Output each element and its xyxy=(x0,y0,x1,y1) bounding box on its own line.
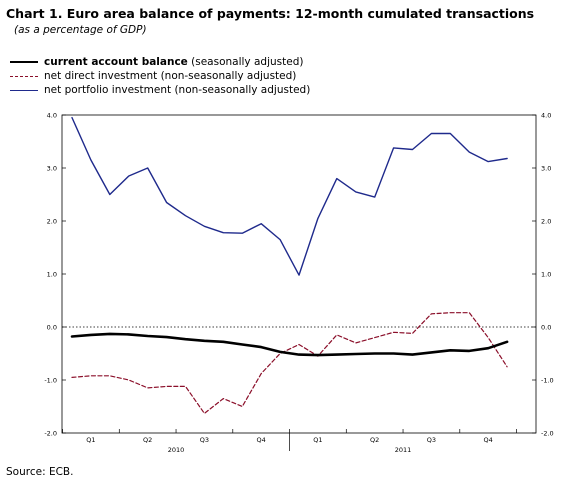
legend-item-portfolio-investment: net portfolio investment (non-seasonally… xyxy=(10,83,310,97)
y-tick-label: -1.0 xyxy=(44,377,57,385)
chart-title: Chart 1. Euro area balance of payments: … xyxy=(6,6,535,21)
legend: current account balance (seasonally adju… xyxy=(10,55,310,97)
legend-item-current-account: current account balance (seasonally adju… xyxy=(10,55,310,69)
y-tick-label: -2.0 xyxy=(541,430,554,438)
year-label: 2011 xyxy=(395,446,412,454)
year-label: 2010 xyxy=(168,446,185,454)
x-tick-label: Q1 xyxy=(313,436,322,444)
x-tick-label: Q2 xyxy=(370,436,379,444)
legend-swatch-current-account xyxy=(10,61,38,63)
y-tick-label: 4.0 xyxy=(541,112,551,120)
y-tick-label: 4.0 xyxy=(47,112,57,120)
series-line-net-portfolio-investment xyxy=(71,116,508,276)
x-tick-label: Q3 xyxy=(427,436,436,444)
legend-swatch-direct-investment xyxy=(10,75,38,77)
y-tick-label: 0.0 xyxy=(47,324,57,332)
x-tick-label: Q4 xyxy=(257,436,266,444)
source-note: Source: ECB. xyxy=(6,466,74,478)
legend-note: (seasonally adjusted) xyxy=(191,56,304,68)
x-tick-label: Q2 xyxy=(143,436,152,444)
legend-item-direct-investment: net direct investment (non-seasonally ad… xyxy=(10,69,310,83)
x-axis: Q1 Q2 Q3 Q4 Q1 Q2 Q3 Q4 2010 2011 xyxy=(62,429,517,454)
y-tick-label: 2.0 xyxy=(47,218,57,226)
legend-note: (non-seasonally adjusted) xyxy=(174,84,311,96)
y-axis-left: 4.0 3.0 2.0 1.0 0.0 -1.0 -2.0 xyxy=(44,112,66,438)
series-line-net-direct-investment xyxy=(71,312,508,414)
x-tick-label: Q3 xyxy=(200,436,209,444)
y-tick-label: 0.0 xyxy=(541,324,551,332)
x-tick-label: Q4 xyxy=(484,436,493,444)
y-axis-right: 4.0 3.0 2.0 1.0 0.0 -1.0 -2.0 xyxy=(532,112,554,438)
legend-swatch-portfolio-investment xyxy=(10,89,38,91)
x-tick-label: Q1 xyxy=(86,436,95,444)
y-tick-label: 3.0 xyxy=(541,165,551,173)
legend-label: current account balance xyxy=(44,56,188,68)
y-tick-label: 3.0 xyxy=(47,165,57,173)
y-tick-label: -2.0 xyxy=(44,430,57,438)
chart-subtitle: (as a percentage of GDP) xyxy=(14,24,147,36)
series-line-current-account-balance xyxy=(70,332,509,357)
legend-note: (non-seasonally adjusted) xyxy=(160,70,297,82)
y-tick-label: 1.0 xyxy=(47,271,57,279)
legend-label: net direct investment xyxy=(44,70,158,82)
y-tick-label: 1.0 xyxy=(541,271,551,279)
y-tick-label: -1.0 xyxy=(541,377,554,385)
series-group xyxy=(70,116,509,414)
legend-label: net portfolio investment xyxy=(44,84,172,96)
y-tick-label: 2.0 xyxy=(541,218,551,226)
